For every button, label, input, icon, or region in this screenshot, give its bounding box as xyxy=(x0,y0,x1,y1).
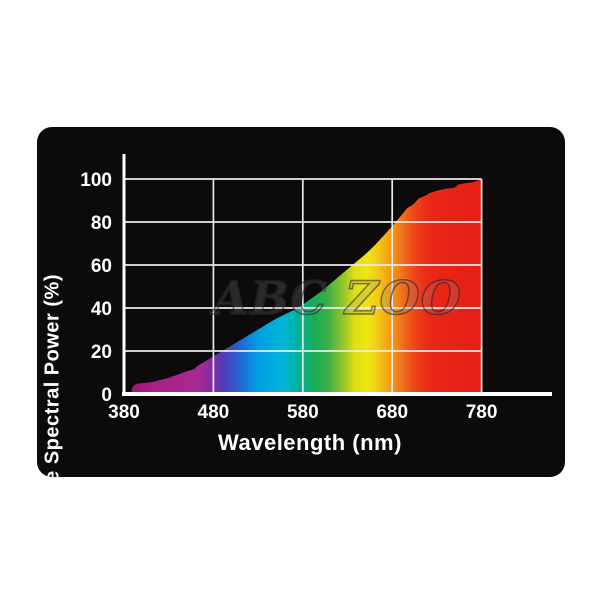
x-axis-title: Wavelength (nm) xyxy=(218,430,402,455)
spectrum-area xyxy=(131,179,482,394)
y-tick-label: 80 xyxy=(91,213,112,234)
x-tick-label: 380 xyxy=(108,402,140,423)
y-tick-label: 60 xyxy=(91,256,112,277)
y-tick-label: 20 xyxy=(91,342,112,363)
x-tick-label: 480 xyxy=(198,402,230,423)
x-tick-label: 780 xyxy=(466,402,498,423)
y-tick-label: 40 xyxy=(91,299,112,320)
x-tick-label: 680 xyxy=(376,402,408,423)
y-tick-label: 0 xyxy=(101,385,112,406)
y-tick-label: 100 xyxy=(80,170,112,191)
x-tick-label: 580 xyxy=(287,402,319,423)
